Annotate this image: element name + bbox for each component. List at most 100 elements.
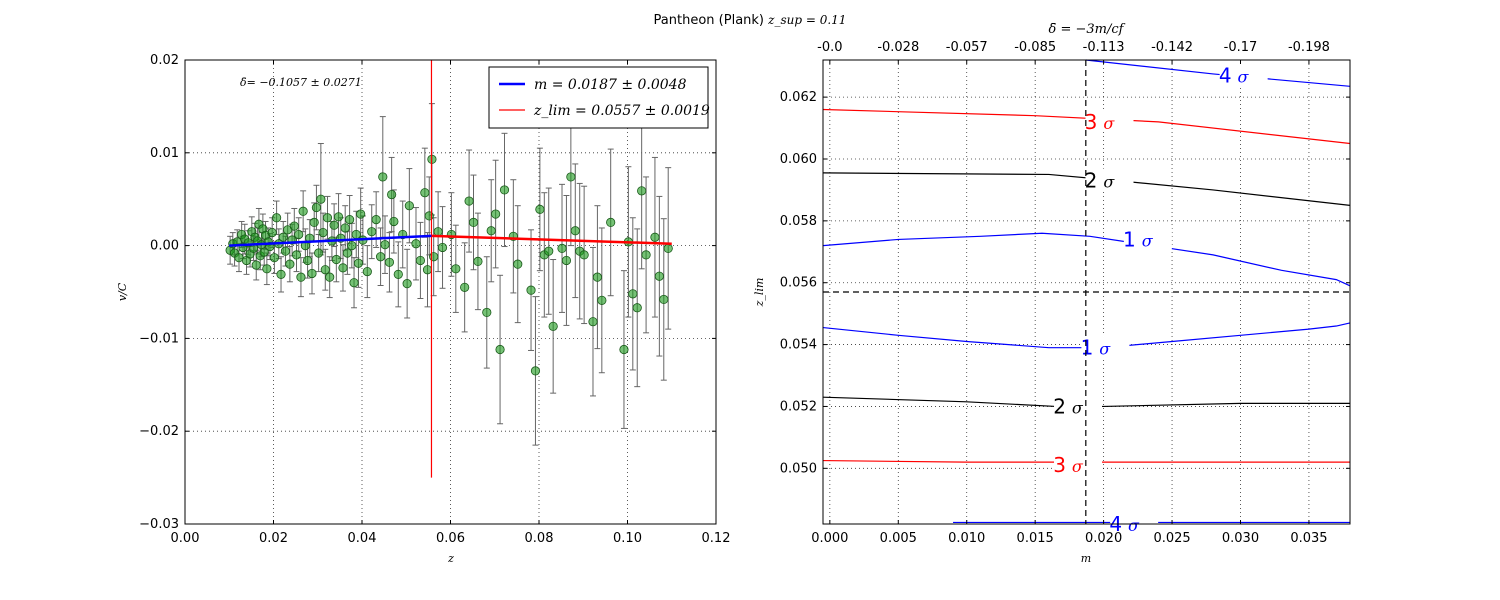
data-point [451,264,461,274]
figure-title-math: z_sup = 0.11 [767,13,846,27]
data-point [513,259,523,269]
data-point [437,242,448,253]
data-point [318,228,328,238]
data-point [579,250,589,260]
data-point [619,344,629,355]
right-ylabel: z_lim [753,278,766,308]
data-point [314,248,324,258]
contour-label-bg [1110,512,1159,534]
data-point [632,303,642,313]
right-top-xtick-label: -0.0 [817,40,842,55]
data-point [342,248,352,258]
right-xtick-label: 0.005 [880,531,917,546]
data-point [588,317,598,327]
data-point [298,206,308,216]
right-contour-chart: 4 σ3 σ2 σ1 σ1 σ2 σ3 σ4 σ 0.000-0.00.005-0.0280.0… [753,22,1351,565]
data-point [311,202,322,213]
left-xtick-label: 0.00 [171,531,200,546]
contour-4-sigma [1085,59,1351,87]
data-point [499,185,510,195]
data-point [309,217,319,227]
data-point [329,220,339,230]
left-ytick-label: −0.03 [139,517,179,532]
right-top-xtick-label: -0.028 [877,40,919,55]
left-annotation: δ̄= −0.1057 ± 0.0271 [240,76,362,89]
data-point [320,265,330,275]
data-point [251,260,261,270]
data-point [570,226,580,236]
right-top-xtick-label: -0.142 [1151,40,1193,55]
data-point [378,172,388,182]
data-point [340,223,350,233]
data-point [349,278,359,288]
left-xtick-label: 0.04 [348,531,377,546]
data-point [333,212,344,222]
data-point [380,240,390,250]
left-xtick-label: 0.02 [259,531,288,546]
right-xtick-label: 0.010 [948,531,985,546]
data-point [276,269,286,279]
data-point [296,272,306,282]
legend-label-zlim: z_lim = 0.0557 ± 0.0019 [533,103,710,119]
contour-label-bg [1123,227,1172,250]
left-ylabel: v/C [116,282,129,301]
right-ytick-label: 0.054 [780,338,817,353]
data-point [530,366,541,376]
contour-label-bg [1054,394,1103,417]
fit-line-blue [229,234,432,247]
data-point [566,172,576,182]
right-xtick-label: 0.020 [1085,531,1122,546]
data-point [429,252,439,262]
data-point [285,259,295,269]
data-point [371,215,381,225]
right-xtick-label: 0.030 [1222,531,1259,546]
data-point [356,209,366,219]
data-point [338,263,348,273]
data-point [271,213,282,223]
data-point [291,250,302,260]
right-plot-frame [822,59,1351,525]
left-scatter-chart: 0.00 0.02 0.04 0.06 0.08 0.10 0.12 0.02 0.01 0.00… [116,53,730,565]
data-point [482,307,492,318]
data-point [294,229,304,240]
data-point [557,243,567,253]
data-point [544,246,554,256]
data-point [393,269,403,279]
contour-label-bg [1085,168,1134,191]
data-point [269,253,279,263]
data-point [316,194,326,204]
right-ytick-label: 0.058 [780,214,817,229]
left-ytick-label: −0.01 [139,331,179,346]
data-point [322,213,333,223]
data-point [424,211,434,221]
data-point [535,204,545,215]
data-point [307,268,317,279]
right-ticks: 0.000 -0.0 0.005 -0.028 0.010 -0.057 0.015 -0.0… [780,40,1350,546]
data-point [402,279,412,289]
data-point [663,243,673,253]
right-top-xtick-label: -0.085 [1014,40,1056,55]
right-reference-lines [823,60,1350,524]
contour-label-bg [1081,335,1130,358]
data-point [659,294,669,305]
data-point [654,271,664,281]
left-xtick-label: 0.10 [613,531,642,546]
contour-1-sigma [822,232,1351,287]
data-point [325,272,335,282]
data-point [473,256,483,266]
data-point [404,201,414,211]
right-xtick-label: 0.025 [1153,531,1190,546]
data-point [464,196,474,206]
right-ytick-label: 0.056 [780,276,817,291]
data-point [280,246,291,256]
right-xlabel: m [1081,552,1091,565]
left-ytick-label: 0.01 [150,146,179,161]
figure-title: Pantheon (Plank) z_sup = 0.11 [654,13,847,28]
legend-box [488,66,709,129]
